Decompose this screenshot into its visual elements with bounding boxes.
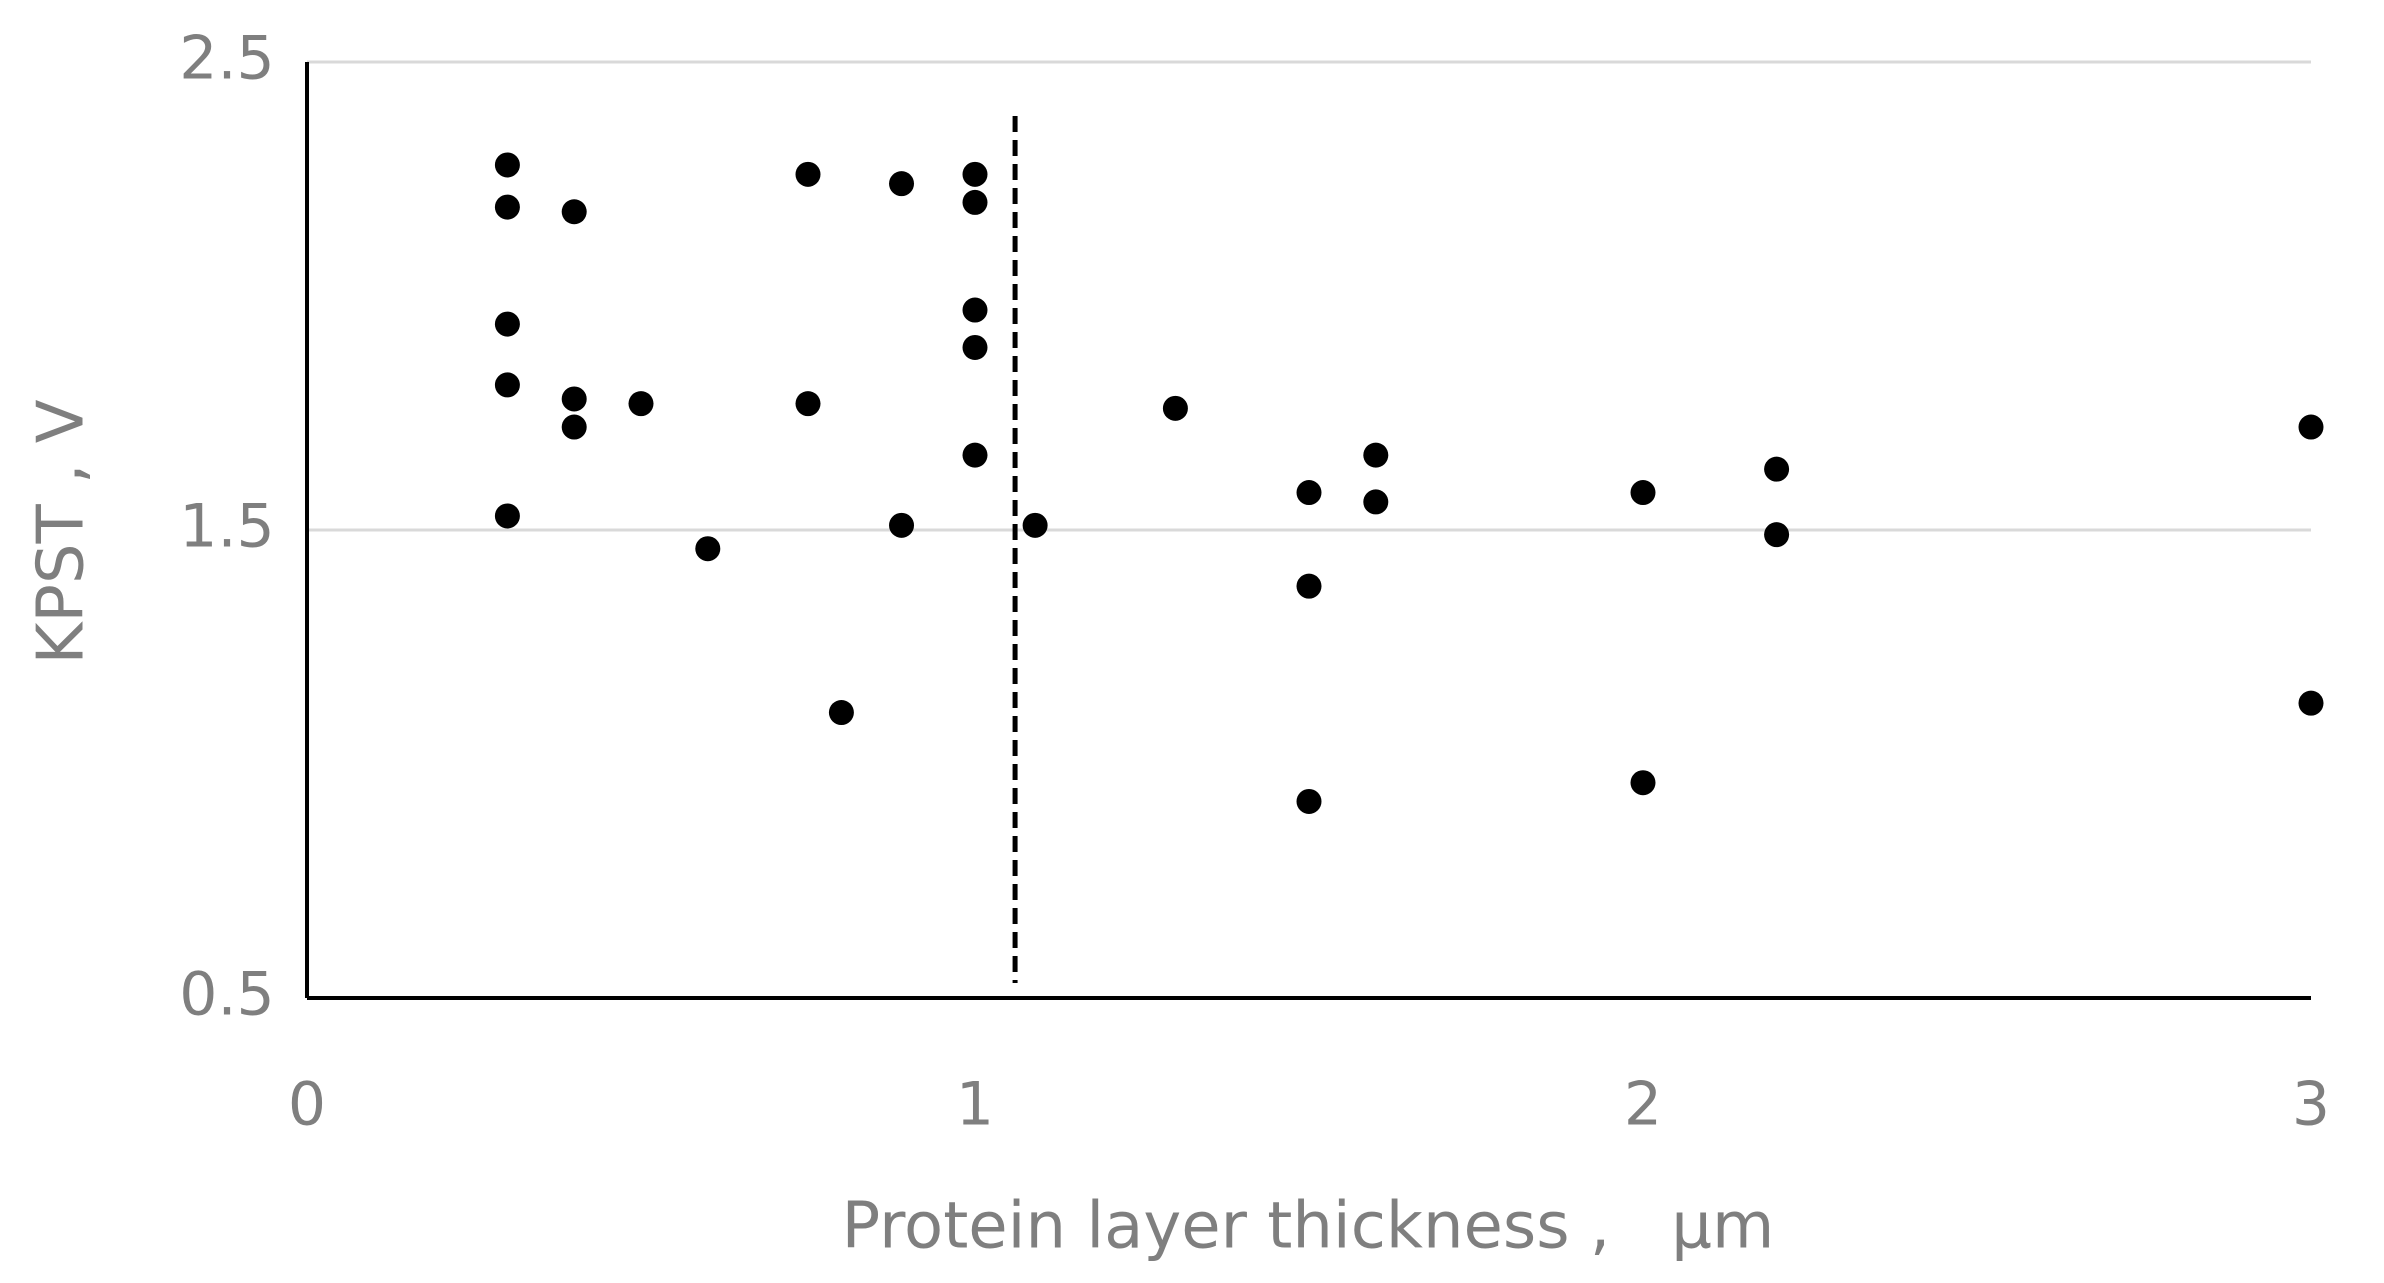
data-point — [962, 189, 988, 215]
data-point — [962, 297, 988, 323]
data-point — [695, 536, 721, 562]
data-point — [962, 334, 988, 360]
data-point — [1630, 480, 1656, 506]
data-point — [561, 414, 587, 440]
data-point — [1764, 456, 1790, 482]
data-point — [561, 386, 587, 412]
x-tick-label: 1 — [956, 1070, 994, 1140]
data-point — [1296, 788, 1322, 814]
data-point — [962, 161, 988, 187]
data-point — [494, 503, 520, 529]
data-point — [1764, 522, 1790, 548]
data-point — [1296, 573, 1322, 599]
data-point — [795, 391, 821, 417]
x-tick-label: 3 — [2292, 1070, 2330, 1140]
data-point — [628, 391, 654, 417]
data-point — [2298, 414, 2324, 440]
data-point — [962, 442, 988, 468]
data-point — [1022, 512, 1048, 538]
data-point — [2298, 690, 2324, 716]
data-point — [1162, 395, 1188, 421]
y-tick-label: 2.5 — [179, 24, 274, 94]
data-point — [889, 512, 915, 538]
data-point — [494, 372, 520, 398]
data-point — [828, 700, 854, 726]
x-tick-label: 2 — [1624, 1070, 1662, 1140]
x-tick-label: 0 — [288, 1070, 326, 1140]
data-point — [1630, 770, 1656, 796]
data-point — [561, 199, 587, 225]
y-tick-label: 0.5 — [179, 960, 274, 1030]
y-axis-label: KPST , V — [25, 399, 99, 664]
data-point — [494, 311, 520, 337]
data-point — [494, 194, 520, 220]
data-point — [494, 152, 520, 178]
data-point — [1296, 480, 1322, 506]
x-axis-label: Protein layer thickness , μm — [842, 1190, 1775, 1264]
data-point — [795, 161, 821, 187]
data-point — [1363, 442, 1389, 468]
data-point — [1363, 489, 1389, 515]
data-point — [889, 171, 915, 197]
y-tick-label: 1.5 — [179, 492, 274, 562]
